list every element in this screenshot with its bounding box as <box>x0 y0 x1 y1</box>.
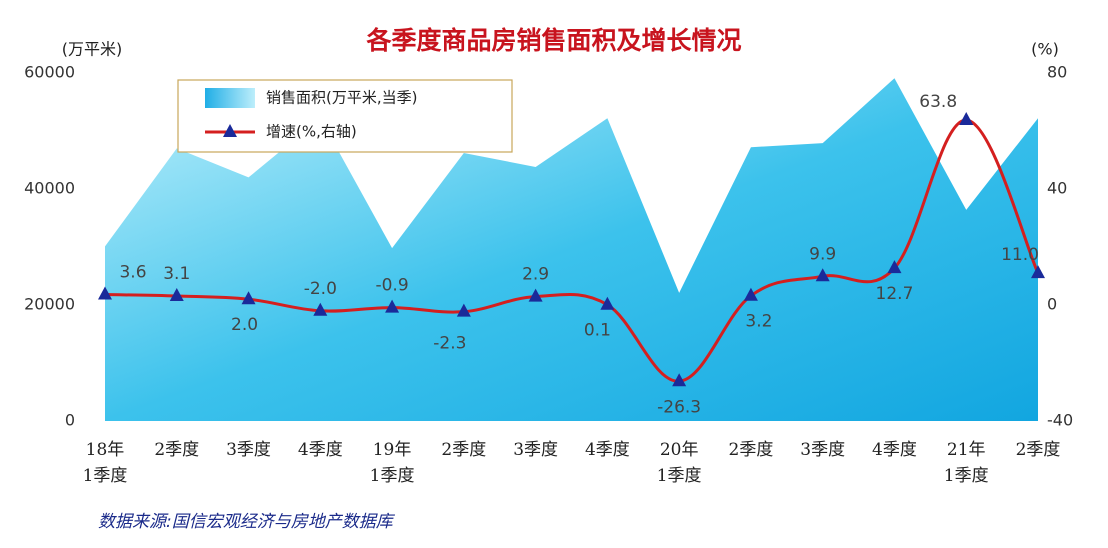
marker <box>1031 265 1045 279</box>
y-tick-label: 0 <box>65 411 75 430</box>
y2-tick-label: 80 <box>1047 63 1067 82</box>
legend-label: 增速(%,右轴) <box>266 123 357 141</box>
y-tick-label: 40000 <box>24 179 75 198</box>
plot: 0 20000 40000 60000 -40 0 40 80 3.6 3.1 2.0 -2.0 -0.… <box>24 63 1073 430</box>
legend-label: 销售面积(万平米,当季) <box>266 89 417 107</box>
line <box>104 118 1040 383</box>
data-label: 9.9 <box>809 244 836 264</box>
data-label: -0.9 <box>375 276 408 296</box>
x-tick-label: 4季度 <box>297 440 343 460</box>
area <box>105 78 1038 421</box>
x-tick-label: 3季度 <box>226 440 271 460</box>
data-label: 2.0 <box>231 315 258 335</box>
legend-swatch <box>223 124 237 137</box>
x-tick-label: 4季度 <box>584 440 630 460</box>
x-tick-label: 21年 1季度 <box>943 440 989 486</box>
legend-swatch <box>205 88 255 108</box>
marker <box>385 299 400 313</box>
marker <box>98 286 112 300</box>
data-label: -2.3 <box>433 334 466 354</box>
marker <box>959 111 974 125</box>
y2-tick-label: 40 <box>1047 179 1067 198</box>
marker <box>743 287 758 301</box>
y2-tick-label: -40 <box>1047 411 1073 430</box>
x-tick-label: 3季度 <box>513 440 559 460</box>
data-label: -2.0 <box>304 279 337 299</box>
data-label: 3.1 <box>163 264 190 284</box>
data-label: 3.2 <box>745 312 772 332</box>
data-label: 0.1 <box>584 321 611 341</box>
y-tick-label: 60000 <box>24 63 75 82</box>
y2-tick-label: 0 <box>1047 295 1057 314</box>
x-tick-label: 4季度 <box>872 440 917 460</box>
x-tick-label: 2季度 <box>1015 440 1061 460</box>
x-tick-label: 3季度 <box>800 440 846 460</box>
data-label: 3.6 <box>119 263 146 283</box>
chart-title: 各季度商品房销售面积及增长情况 <box>365 26 741 55</box>
x-tick-label: 2季度 <box>441 440 487 460</box>
x-tick-label: 2季度 <box>728 440 774 460</box>
data-label: 2.9 <box>522 265 549 285</box>
marker <box>241 291 256 305</box>
x-tick-label: 2季度 <box>154 440 200 460</box>
x-tick-label: 18年 1季度 <box>82 440 128 486</box>
marker <box>528 288 543 302</box>
marker <box>456 303 471 317</box>
source: 数据来源:国信宏观经济与房地产数据库 <box>98 512 396 532</box>
data-label: 12.7 <box>876 284 914 304</box>
y-unit: (万平米) <box>62 40 123 59</box>
x-tick-label: 20年 1季度 <box>656 440 702 486</box>
marker <box>169 288 184 302</box>
data-label: 63.8 <box>919 92 957 112</box>
data-label: 11.0 <box>1001 245 1039 265</box>
marker <box>672 373 687 387</box>
data-label: -26.3 <box>657 397 701 417</box>
marker <box>815 268 830 282</box>
marker <box>887 260 902 274</box>
marker <box>313 302 328 316</box>
y-tick-label: 20000 <box>24 295 75 314</box>
marker <box>600 296 615 310</box>
x-tick-label: 19年 1季度 <box>369 440 415 486</box>
y2-unit: (%) <box>1031 40 1059 59</box>
